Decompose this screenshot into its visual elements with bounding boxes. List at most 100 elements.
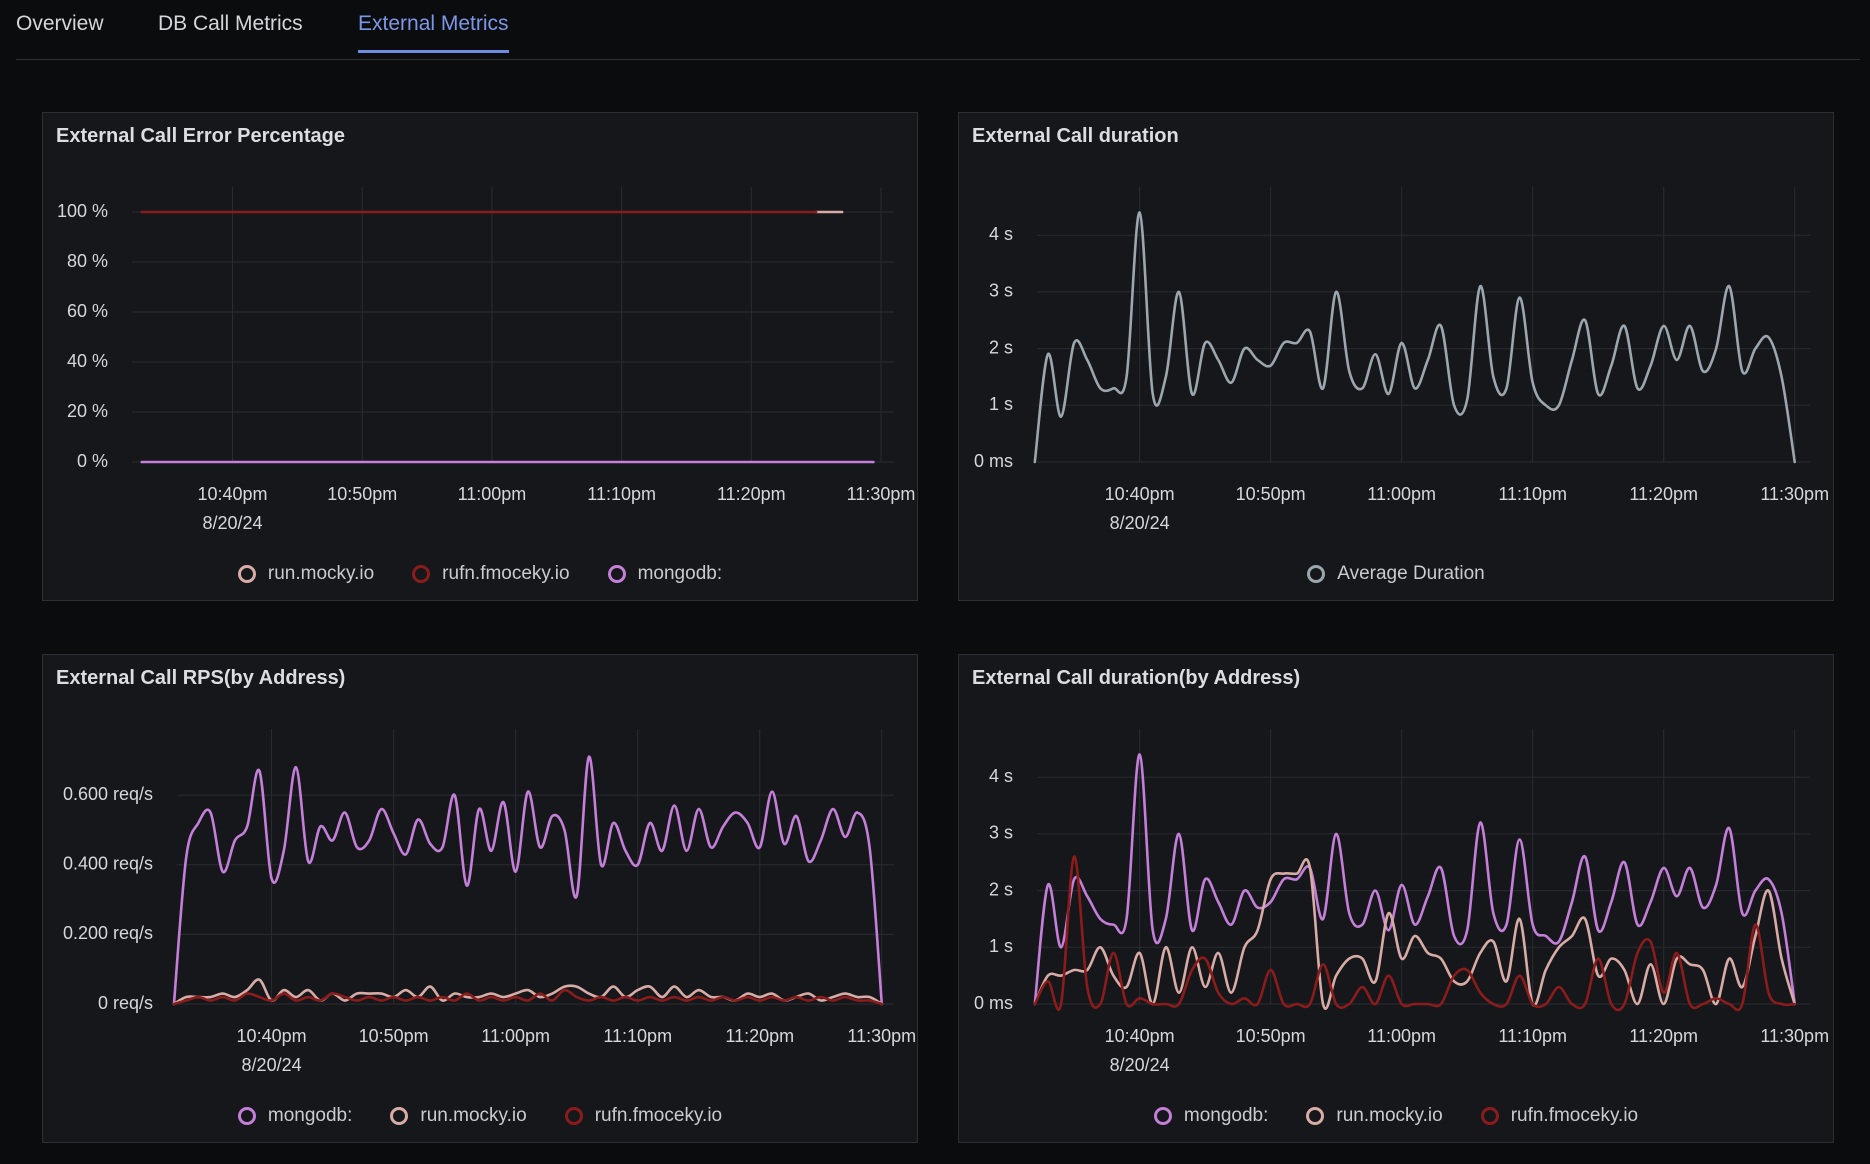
y-tick-label: 2 s <box>989 337 1013 357</box>
chart-panel: External Call RPS(by Address) 0 req/s 0.20… <box>42 654 918 1143</box>
legend-swatch <box>390 1107 409 1125</box>
x-tick-label: 10:40pm <box>197 484 267 504</box>
y-tick-label: 0 ms <box>974 451 1013 471</box>
series-line <box>172 978 884 1006</box>
x-tick-sublabel: 8/20/24 <box>202 513 262 533</box>
legend-item: mongodb: <box>1153 1105 1269 1127</box>
x-tick-label: 11:20pm <box>725 1026 794 1046</box>
x-tick-label: 10:50pm <box>359 1026 429 1046</box>
legend-swatch <box>237 565 256 583</box>
y-tick-label: 0 ms <box>974 993 1013 1013</box>
x-tick-label: 11:00pm <box>458 484 527 504</box>
legend-item: run.mocky.io <box>1306 1105 1443 1127</box>
legend-swatch <box>1153 1107 1172 1125</box>
x-tick-label: 11:10pm <box>1498 1026 1567 1046</box>
legend-label: mongodb: <box>1183 1105 1269 1126</box>
x-tick-label: 10:40pm <box>237 1026 307 1046</box>
x-tick-sublabel: 8/20/24 <box>1110 1055 1170 1075</box>
y-tick-label: 3 s <box>989 823 1013 843</box>
legend-swatch <box>237 1107 256 1125</box>
x-tick-label: 11:30pm <box>1760 484 1829 504</box>
legend-label: run.mocky.io <box>267 563 375 584</box>
y-tick-label: 0.400 req/s <box>63 854 153 874</box>
legend-item: mongodb: <box>607 563 723 585</box>
y-tick-label: 0 req/s <box>98 993 153 1013</box>
x-tick-sublabel: 8/20/24 <box>242 1055 302 1075</box>
legend-item: rufn.fmoceky.io <box>412 563 570 585</box>
legend: mongodb: run.mocky.io rufn.fmoceky.io <box>43 1105 917 1127</box>
y-tick-label: 100 % <box>57 201 108 221</box>
legend-item: run.mocky.io <box>390 1105 527 1127</box>
tab[interactable]: Overview <box>16 12 104 35</box>
y-tick-label: 40 % <box>67 351 108 371</box>
x-tick-sublabel: 8/20/24 <box>1110 513 1170 533</box>
x-tick-label: 11:30pm <box>847 1026 916 1046</box>
x-tick-label: 11:30pm <box>847 484 916 504</box>
plot: 0 ms 1 s 2 s 3 s 4 s 10:40pm 8/20/24 10:50pm 11:… <box>974 187 1829 533</box>
y-tick-label: 80 % <box>67 251 108 271</box>
x-tick-label: 10:50pm <box>1236 1026 1306 1046</box>
y-tick-label: 1 s <box>989 936 1013 956</box>
y-tick-label: 2 s <box>989 879 1013 899</box>
x-tick-label: 11:00pm <box>1367 484 1436 504</box>
legend-swatch <box>1480 1107 1499 1125</box>
legend-swatch <box>564 1107 583 1125</box>
chart-panel: External Call Error Percentage 0 % 20 % 40 … <box>42 112 918 601</box>
x-tick-label: 11:30pm <box>1760 1026 1829 1046</box>
x-tick-label: 10:40pm <box>1105 1026 1175 1046</box>
x-tick-label: 10:40pm <box>1105 484 1175 504</box>
y-tick-label: 60 % <box>67 301 108 321</box>
y-tick-label: 0.600 req/s <box>63 784 153 804</box>
legend-item: Average Duration <box>1307 563 1485 585</box>
legend-label: rufn.fmoceky.io <box>594 1105 723 1126</box>
legend-swatch <box>412 565 431 583</box>
x-tick-label: 11:20pm <box>717 484 786 504</box>
series-line <box>1033 211 1797 464</box>
x-tick-label: 11:10pm <box>603 1026 672 1046</box>
x-tick-label: 11:20pm <box>1629 484 1698 504</box>
legend-item: run.mocky.io <box>237 563 375 585</box>
legend-label: Average Duration <box>1337 563 1485 584</box>
legend-label: run.mocky.io <box>1336 1105 1443 1126</box>
series-line <box>1033 858 1797 1010</box>
legend-swatch <box>607 565 626 583</box>
chart-title: External Call duration(by Address) <box>972 667 1301 689</box>
legend-item: rufn.fmoceky.io <box>564 1105 723 1127</box>
x-tick-label: 10:50pm <box>1236 484 1306 504</box>
plot: 0 % 20 % 40 % 60 % 80 % 100 % 10:40pm 8/20/24 10… <box>57 187 916 533</box>
x-tick-label: 10:50pm <box>327 484 397 504</box>
x-tick-label: 11:10pm <box>587 484 656 504</box>
y-tick-label: 4 s <box>989 224 1013 244</box>
legend-label: rufn.fmoceky.io <box>1510 1105 1639 1126</box>
tab[interactable]: External Metrics <box>358 12 509 53</box>
x-tick-label: 11:00pm <box>481 1026 550 1046</box>
tab[interactable]: DB Call Metrics <box>158 12 303 35</box>
x-tick-label: 11:00pm <box>1367 1026 1436 1046</box>
chart-title: External Call Error Percentage <box>56 125 346 147</box>
series-line <box>1033 753 1797 1006</box>
y-tick-label: 0.200 req/s <box>63 923 153 943</box>
series-line <box>172 755 884 1006</box>
chart-panel: External Call duration(by Address) 0 ms 1 … <box>958 654 1834 1143</box>
x-tick-label: 11:20pm <box>1629 1026 1698 1046</box>
legend: mongodb: run.mocky.io rufn.fmoceky.io <box>959 1105 1833 1127</box>
plot: 0 ms 1 s 2 s 3 s 4 s 10:40pm 8/20/24 10:50pm 11:… <box>974 729 1829 1075</box>
y-tick-label: 4 s <box>989 766 1013 786</box>
legend-label: rufn.fmoceky.io <box>442 563 570 584</box>
chart-title: External Call duration <box>972 125 1179 147</box>
y-tick-label: 3 s <box>989 281 1013 301</box>
chart-title: External Call RPS(by Address) <box>56 667 346 689</box>
series-line <box>172 988 884 1006</box>
series-line <box>1033 855 1797 1012</box>
y-tick-label: 1 s <box>989 394 1013 414</box>
legend-swatch <box>1307 565 1326 583</box>
legend: Average Duration <box>959 563 1833 585</box>
legend-item: mongodb: <box>237 1105 352 1127</box>
legend-label: mongodb: <box>637 563 723 584</box>
y-tick-label: 20 % <box>67 401 108 421</box>
y-tick-label: 0 % <box>77 451 108 471</box>
legend-label: run.mocky.io <box>420 1105 527 1126</box>
x-tick-label: 11:10pm <box>1498 484 1567 504</box>
legend-swatch <box>1306 1107 1325 1125</box>
